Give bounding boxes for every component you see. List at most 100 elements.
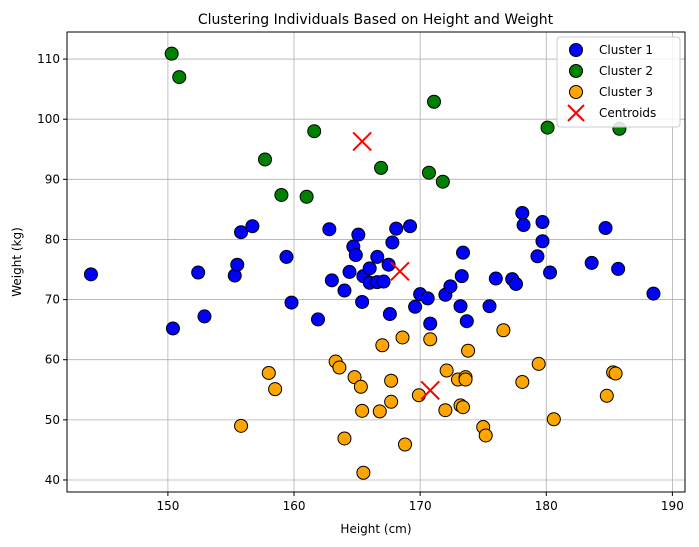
cluster-2-point	[172, 70, 187, 85]
legend-label: Centroids	[599, 106, 656, 120]
cluster-1-point	[310, 312, 325, 327]
cluster-3-point	[372, 404, 387, 419]
cluster-3-point	[531, 356, 546, 371]
cluster-3-point	[234, 418, 249, 433]
cluster-1-point	[584, 255, 599, 270]
cluster-1-point	[453, 299, 468, 314]
x-tick-label: 180	[535, 499, 558, 513]
x-axis-ticks: 150 160 170 180 190	[156, 492, 684, 513]
cluster-3-point	[375, 338, 390, 353]
centroid-marker	[420, 380, 440, 401]
cluster-2-point	[299, 189, 314, 204]
y-tick-label: 60	[45, 353, 60, 367]
cluster-1-point	[530, 249, 545, 264]
cluster-2-point	[435, 174, 450, 189]
y-axis-ticks: 40 50 60 70 80 90 100 110	[37, 52, 67, 487]
cluster-1-point	[598, 221, 613, 236]
cluster-3-point	[456, 400, 471, 415]
cluster-3-point	[353, 379, 368, 394]
cluster-1-point	[337, 283, 352, 298]
cluster-3-point	[398, 437, 413, 452]
cluster-3-point	[411, 388, 426, 403]
x-tick-label: 150	[156, 499, 179, 513]
cluster-1-point	[382, 307, 397, 322]
cluster-1-point	[456, 245, 471, 260]
y-tick-label: 50	[45, 413, 60, 427]
cluster-1-point	[351, 227, 366, 242]
cluster-1-point	[245, 219, 260, 234]
cluster-1-point	[535, 215, 550, 230]
cluster-3-point	[458, 372, 473, 387]
cluster-3-point	[478, 428, 493, 443]
cluster-1-point	[508, 276, 523, 291]
cluster-3-point	[608, 366, 623, 381]
cluster-1-point	[381, 257, 396, 272]
data-points	[83, 46, 661, 480]
cluster-2-point	[540, 120, 555, 135]
plot-area-frame	[66, 31, 686, 493]
cluster-2-point	[164, 46, 179, 61]
cluster-3-point	[356, 465, 371, 480]
cluster-2-point	[307, 124, 322, 139]
legend-cluster-3-marker	[569, 85, 583, 99]
cluster-3-point	[599, 388, 614, 403]
cluster-3-point	[395, 330, 410, 345]
cluster-3-point	[496, 323, 511, 338]
cluster-1-point	[420, 291, 435, 306]
y-axis-label: Weight (kg)	[10, 227, 24, 297]
cluster-3-point	[332, 360, 347, 375]
cluster-1-point	[83, 267, 98, 282]
cluster-1-point	[348, 248, 363, 263]
cluster-3-point	[384, 394, 399, 409]
x-tick-label: 170	[409, 499, 432, 513]
cluster-3-point	[261, 365, 276, 380]
y-tick-label: 90	[45, 172, 60, 186]
cluster-1-point	[385, 235, 400, 250]
cluster-1-point	[191, 265, 206, 280]
cluster-3-point	[337, 431, 352, 446]
cluster-2-point	[258, 152, 273, 167]
cluster-1-point	[165, 321, 180, 336]
cluster-1-point	[279, 249, 294, 264]
legend: Cluster 1 Cluster 2 Cluster 3 Centroids	[556, 36, 681, 128]
cluster-2-point	[374, 160, 389, 175]
cluster-1-point	[230, 257, 245, 272]
cluster-1-point	[389, 221, 404, 236]
cluster-1-point	[515, 205, 530, 220]
cluster-1-point	[322, 222, 337, 237]
legend-label: Cluster 1	[599, 43, 653, 57]
cluster-3-point	[355, 403, 370, 418]
cluster-1-point	[543, 265, 558, 280]
cluster-1-point	[342, 264, 357, 279]
cluster-1-point	[284, 295, 299, 310]
cluster-1-point	[324, 273, 339, 288]
legend-centroid-marker	[567, 104, 585, 122]
x-axis-label: Height (cm)	[340, 522, 411, 536]
cluster-1-point	[482, 299, 497, 314]
cluster-1-point	[197, 309, 212, 324]
cluster-2-point	[427, 94, 442, 109]
cluster-3-point	[423, 332, 438, 347]
cluster-1-point	[488, 271, 503, 286]
cluster-1-point	[459, 314, 474, 329]
cluster-2-point	[421, 165, 436, 180]
legend-cluster-2-marker	[569, 64, 583, 78]
cluster-1-point	[443, 279, 458, 294]
cluster-3-point	[438, 403, 453, 418]
legend-label: Cluster 3	[599, 85, 653, 99]
cluster-1-point	[234, 225, 249, 240]
cluster-1-point	[423, 316, 438, 331]
y-tick-label: 80	[45, 232, 60, 246]
cluster-1-point	[516, 218, 531, 233]
y-tick-label: 110	[37, 52, 60, 66]
cluster-3-point	[461, 343, 476, 358]
cluster-3-point	[347, 370, 362, 385]
legend-frame	[556, 36, 681, 128]
cluster-1-point	[370, 249, 385, 264]
y-tick-label: 40	[45, 473, 60, 487]
cluster-1-point	[355, 294, 370, 309]
centroid-marker	[390, 261, 410, 282]
x-tick-label: 160	[283, 499, 306, 513]
y-tick-label: 70	[45, 293, 60, 307]
